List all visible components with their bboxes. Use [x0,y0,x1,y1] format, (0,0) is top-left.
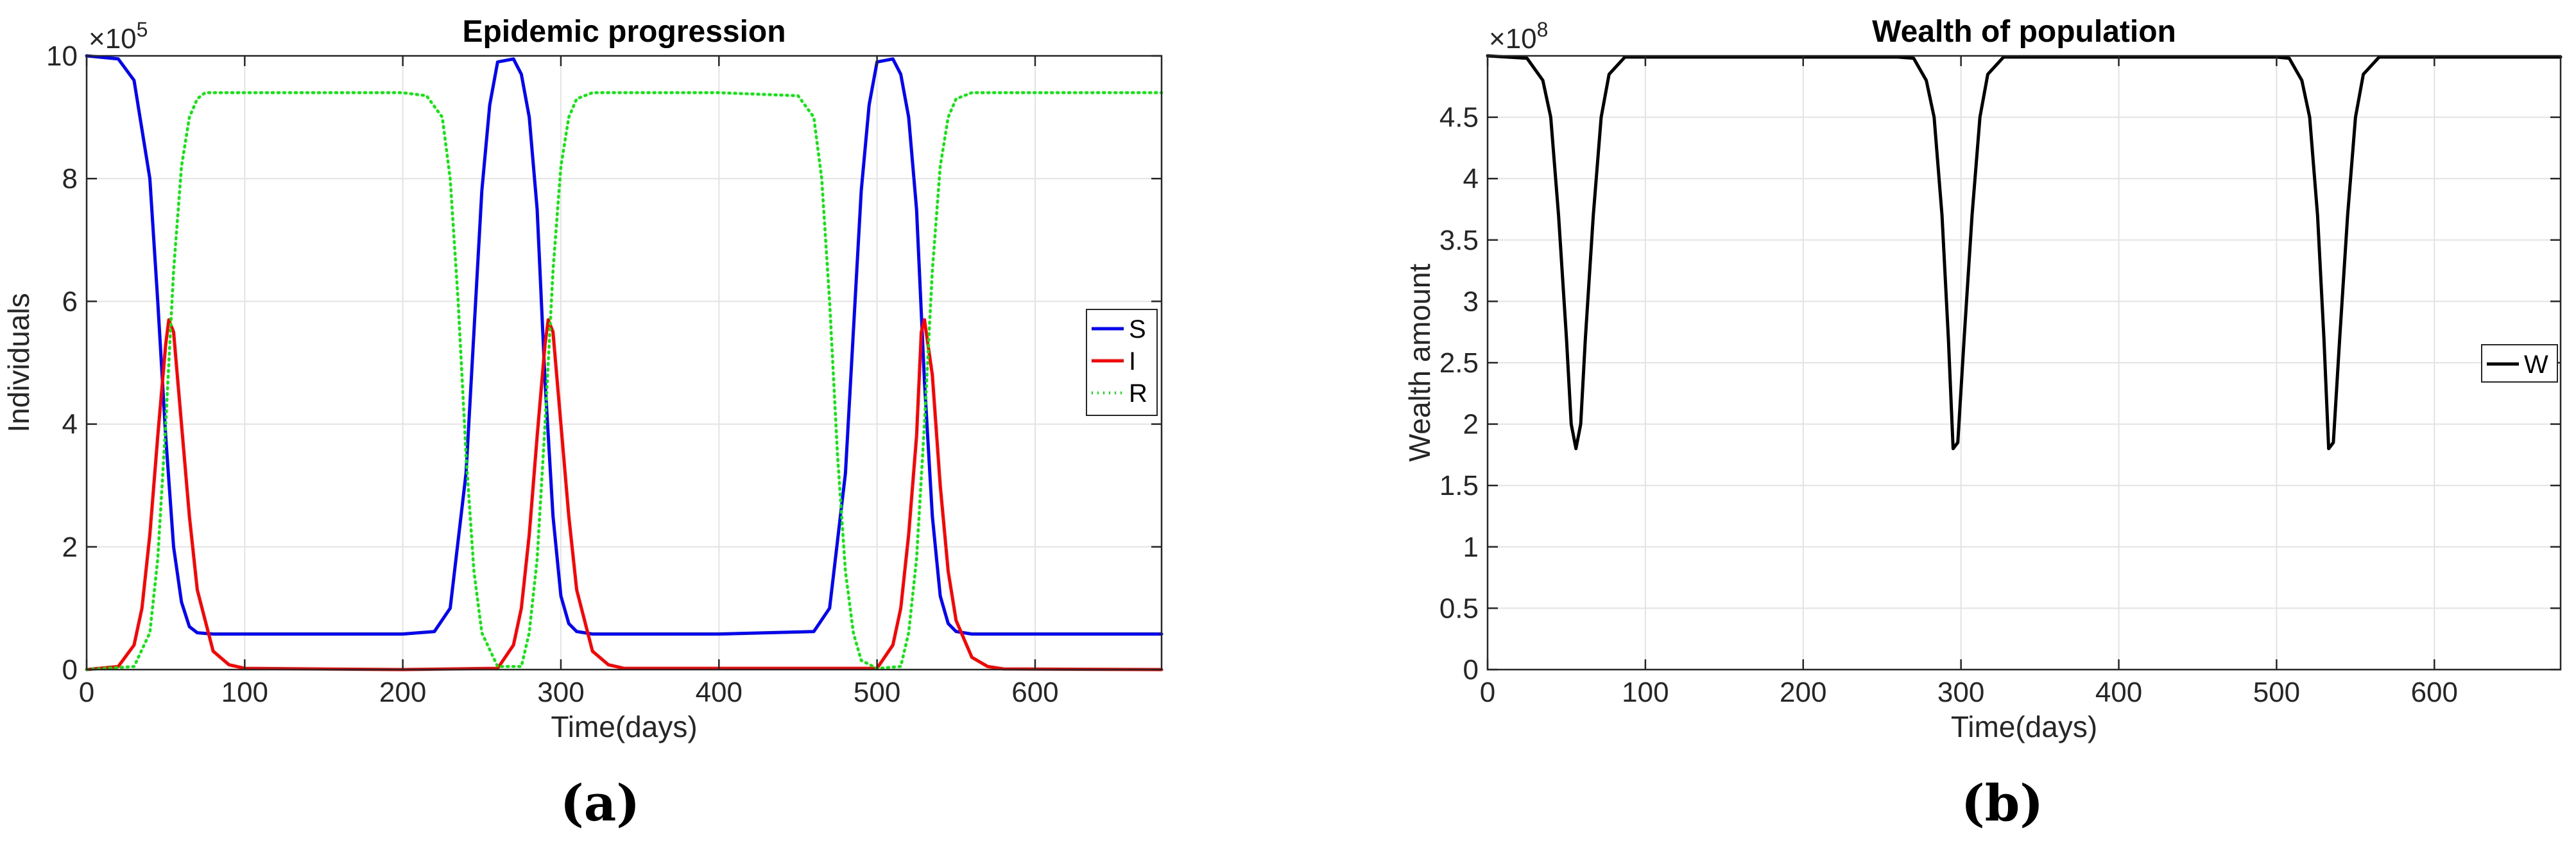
x-tick-label: 300 [1937,677,1984,708]
y-exponent-power: 5 [137,18,148,41]
y-tick-label: 1.5 [1439,470,1479,501]
y-tick-label: 0.5 [1439,593,1479,624]
series-line-R [85,91,1163,672]
legend: SIR [1086,309,1158,416]
chart-panel-a: 0 100 200 300 400 500 600 0 2 4 6 8 10 ×105 Epidemic p… [2,15,1163,833]
legend-label-W: W [2524,351,2548,379]
y-tick-label: 0 [1463,654,1479,686]
y-exponent-power: 8 [1537,18,1549,41]
y-tick-label: 4 [1463,163,1479,195]
x-tick-label: 0 [1480,677,1495,708]
chart-title: Epidemic progression [462,15,786,49]
y-tick-label: 1 [1463,532,1479,563]
chart-title: Wealth of population [1872,15,2176,49]
x-tick-label: 400 [2095,677,2142,708]
y-exponent-base: ×10 [89,23,137,55]
x-tick-label: 400 [696,677,743,708]
y-tick-label: 10 [46,40,78,72]
y-exponent-base: ×10 [1489,23,1537,55]
y-exponent-label: ×105 [89,18,148,55]
y-exponent-label: ×108 [1489,18,1548,55]
legend: W [2481,344,2558,383]
y-tick-label: 3 [1463,286,1479,317]
y-tick-label: 2.5 [1439,347,1479,379]
series-line-W [1486,54,2563,451]
legend-label-R: R [1129,379,1147,408]
y-tick-label: 3.5 [1439,225,1479,256]
x-axis-label: Time(days) [1951,710,2097,743]
x-tick-label: 600 [1011,677,1058,708]
y-tick-label: 2 [62,532,78,563]
y-tick-label: 4 [62,409,78,440]
x-tick-label: 500 [2253,677,2300,708]
panel-caption: (a) [560,774,640,833]
chart-panel-b: 0 100 200 300 400 500 600 0 0.5 1 1.5 2 2.5 3 3.5 4 4.5 ×… [1403,15,2563,833]
x-tick-label: 100 [1622,677,1669,708]
x-tick-label: 100 [221,677,268,708]
legend-label-S: S [1129,315,1146,343]
x-tick-label: 600 [2411,677,2458,708]
y-tick-label: 6 [62,286,78,317]
legend-label-I: I [1129,347,1136,376]
x-tick-label: 500 [854,677,900,708]
x-tick-label: 300 [537,677,584,708]
panel-caption: (b) [1961,774,2043,833]
y-tick-label: 0 [62,654,78,686]
series-line-S [85,54,1163,636]
x-tick-label: 0 [79,677,94,708]
x-axis-label: Time(days) [551,710,697,743]
x-tick-label: 200 [1780,677,1826,708]
y-tick-label: 2 [1463,409,1479,440]
y-axis-label: Individuals [2,293,35,432]
axes-frame [85,55,1163,671]
y-tick-label: 8 [62,163,78,195]
x-tick-label: 200 [379,677,426,708]
y-axis-label: Wealth amount [1403,264,1436,462]
plot-area [87,56,1162,670]
y-tick-label: 4.5 [1439,102,1479,134]
